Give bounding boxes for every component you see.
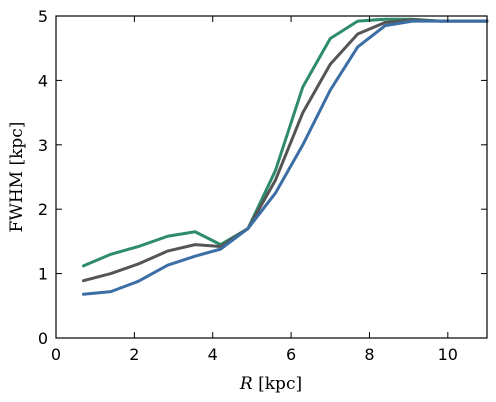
y-tick-label-3: 3: [38, 136, 48, 155]
x-axis-label-unit: [kpc]: [253, 374, 302, 394]
y-tick-label-2: 2: [38, 200, 48, 219]
ticks-layer: 0 2 4 6 8 10 0 1 2 3 4 5: [38, 7, 487, 364]
y-tick-label-5: 5: [38, 7, 48, 26]
y-tick-label-4: 4: [38, 71, 48, 90]
x-axis-label-var: R: [239, 374, 253, 394]
series-line-2: [81, 18, 489, 283]
x-axis-label: R [kpc]: [239, 374, 302, 394]
x-tick-label-0: 0: [51, 345, 61, 364]
series-line-3: [81, 19, 489, 296]
x-tick-label-8: 8: [364, 345, 374, 364]
x-tick-label-10: 10: [438, 345, 458, 364]
y-axis-label: FWHM [kpc]: [7, 122, 27, 233]
plot-frame: [55, 15, 488, 339]
x-tick-label-4: 4: [208, 345, 218, 364]
series-line-1: [81, 17, 489, 268]
y-tick-label-1: 1: [38, 265, 48, 284]
x-tick-label-6: 6: [286, 345, 296, 364]
x-tick-label-2: 2: [129, 345, 139, 364]
y-tick-label-0: 0: [38, 329, 48, 348]
series-layer: [81, 17, 489, 296]
